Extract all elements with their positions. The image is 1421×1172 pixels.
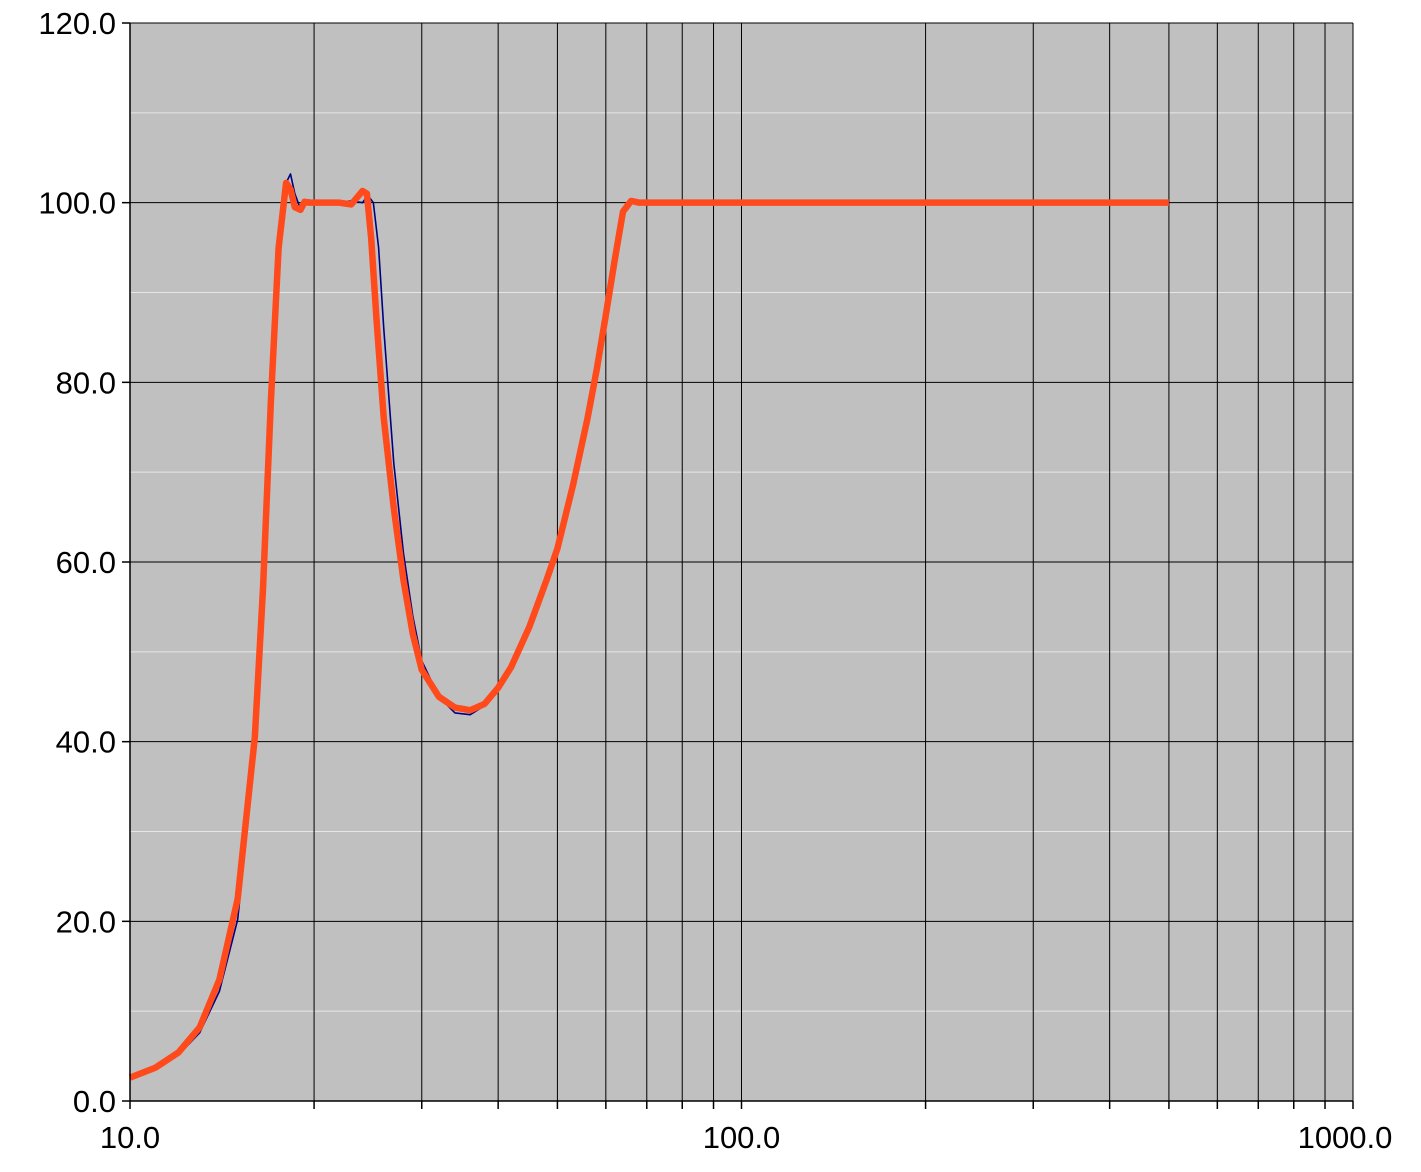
y-tick-label: 100.0: [38, 186, 116, 221]
y-tick-label: 20.0: [56, 904, 116, 939]
axes: [122, 22, 1354, 1109]
y-tick-label: 40.0: [56, 725, 116, 760]
y-tick-label: 60.0: [56, 545, 116, 580]
x-tick-label: 1000.0: [1298, 1120, 1393, 1155]
x-tick-label: 100.0: [703, 1120, 781, 1155]
series-line-thick: [128, 179, 1169, 1081]
series-layer: [128, 173, 1169, 1081]
x-tick-label: 10.0: [100, 1120, 160, 1155]
tick-labels: 0.0 20.0 40.0 60.0 80.0 100.0 120.0 10.0 100.0 10…: [38, 6, 1392, 1155]
y-tick-label: 0.0: [73, 1084, 116, 1119]
y-tick-label: 120.0: [38, 6, 116, 41]
y-tick-label: 80.0: [56, 365, 116, 400]
